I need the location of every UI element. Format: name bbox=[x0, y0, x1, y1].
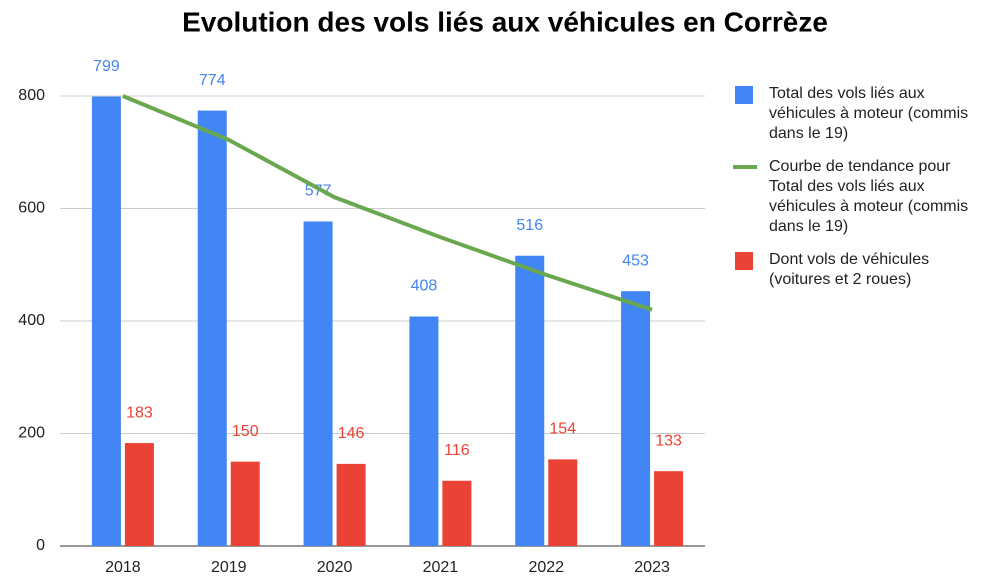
value-label: 774 bbox=[199, 72, 226, 89]
value-label: 453 bbox=[622, 252, 649, 269]
legend: Total des vols liés aux véhicules à mote… bbox=[733, 84, 973, 303]
y-tick-label: 0 bbox=[36, 537, 45, 554]
bar bbox=[91, 96, 121, 546]
bar bbox=[442, 480, 472, 546]
y-tick-label: 800 bbox=[18, 87, 45, 104]
y-tick-label: 200 bbox=[18, 425, 45, 442]
value-label: 183 bbox=[126, 404, 153, 421]
chart-title: Evolution des vols liés aux véhicules en… bbox=[182, 6, 828, 37]
value-label: 150 bbox=[232, 423, 259, 440]
legend-label: Dont vols de véhicules (voitures et 2 ro… bbox=[769, 251, 930, 288]
bar bbox=[515, 255, 545, 546]
bar bbox=[197, 110, 227, 546]
legend-entry: Dont vols de véhicules (voitures et 2 ro… bbox=[733, 250, 973, 290]
x-tick-label: 2021 bbox=[423, 559, 459, 576]
bar bbox=[409, 316, 439, 546]
value-label: 154 bbox=[549, 421, 576, 438]
value-label: 408 bbox=[411, 278, 438, 295]
x-tick-label: 2018 bbox=[105, 559, 141, 576]
legend-swatch bbox=[733, 250, 757, 290]
bar bbox=[548, 459, 578, 546]
bar bbox=[621, 291, 651, 546]
bar bbox=[230, 461, 260, 546]
value-label: 516 bbox=[516, 217, 543, 234]
trend-line bbox=[122, 94, 653, 312]
x-tick-label: 2019 bbox=[211, 559, 247, 576]
x-tick-label: 2022 bbox=[528, 559, 564, 576]
legend-entry: Courbe de tendance pour Total des vols l… bbox=[733, 157, 973, 237]
bar bbox=[124, 443, 154, 546]
legend-swatch bbox=[733, 157, 757, 237]
x-tick-label: 2020 bbox=[317, 559, 353, 576]
y-tick-label: 600 bbox=[18, 200, 45, 217]
legend-label: Courbe de tendance pour Total des vols l… bbox=[769, 158, 969, 235]
legend-swatch bbox=[733, 84, 757, 144]
value-label: 133 bbox=[655, 432, 682, 449]
value-label: 116 bbox=[444, 442, 470, 459]
value-label: 146 bbox=[338, 425, 365, 442]
y-tick-label: 400 bbox=[18, 312, 45, 329]
bar bbox=[654, 471, 684, 546]
value-label: 799 bbox=[93, 58, 120, 75]
legend-label: Total des vols liés aux véhicules à mote… bbox=[769, 85, 969, 142]
x-tick-label: 2023 bbox=[634, 559, 670, 576]
bar bbox=[336, 463, 366, 546]
bar bbox=[303, 221, 333, 546]
legend-entry: Total des vols liés aux véhicules à mote… bbox=[733, 84, 973, 144]
